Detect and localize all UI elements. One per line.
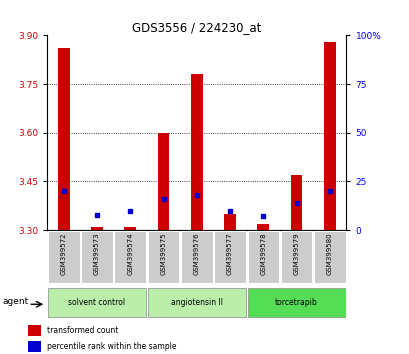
Bar bbox=[191, 74, 202, 230]
Text: GSM399572: GSM399572 bbox=[61, 233, 67, 275]
Text: GSM399574: GSM399574 bbox=[127, 233, 133, 275]
Bar bbox=[28, 341, 41, 353]
FancyBboxPatch shape bbox=[280, 231, 312, 282]
FancyBboxPatch shape bbox=[247, 288, 345, 317]
Text: GSM399579: GSM399579 bbox=[293, 233, 299, 275]
FancyBboxPatch shape bbox=[147, 231, 179, 282]
Bar bbox=[323, 42, 335, 230]
Text: angiotensin II: angiotensin II bbox=[171, 298, 222, 307]
FancyBboxPatch shape bbox=[313, 231, 345, 282]
Bar bbox=[58, 48, 70, 230]
Text: GSM399576: GSM399576 bbox=[193, 233, 199, 275]
Title: GDS3556 / 224230_at: GDS3556 / 224230_at bbox=[132, 21, 261, 34]
Bar bbox=[224, 214, 235, 230]
Bar bbox=[290, 175, 302, 230]
Text: GSM399578: GSM399578 bbox=[260, 233, 266, 275]
Text: GSM399573: GSM399573 bbox=[94, 233, 100, 275]
Text: GSM399580: GSM399580 bbox=[326, 233, 332, 275]
FancyBboxPatch shape bbox=[214, 231, 245, 282]
Text: agent: agent bbox=[2, 297, 29, 306]
Text: torcetrapib: torcetrapib bbox=[274, 298, 317, 307]
Text: GSM399577: GSM399577 bbox=[227, 233, 232, 275]
Text: GSM399575: GSM399575 bbox=[160, 233, 166, 275]
Bar bbox=[257, 224, 268, 230]
FancyBboxPatch shape bbox=[247, 231, 279, 282]
Text: transformed count: transformed count bbox=[47, 326, 118, 335]
Bar bbox=[124, 227, 136, 230]
FancyBboxPatch shape bbox=[147, 288, 245, 317]
FancyBboxPatch shape bbox=[114, 231, 146, 282]
FancyBboxPatch shape bbox=[48, 231, 79, 282]
Bar bbox=[28, 325, 41, 336]
Bar bbox=[157, 133, 169, 230]
FancyBboxPatch shape bbox=[81, 231, 112, 282]
Text: percentile rank within the sample: percentile rank within the sample bbox=[47, 342, 176, 351]
FancyBboxPatch shape bbox=[180, 231, 212, 282]
Bar bbox=[91, 227, 103, 230]
FancyBboxPatch shape bbox=[48, 288, 146, 317]
Text: solvent control: solvent control bbox=[68, 298, 125, 307]
